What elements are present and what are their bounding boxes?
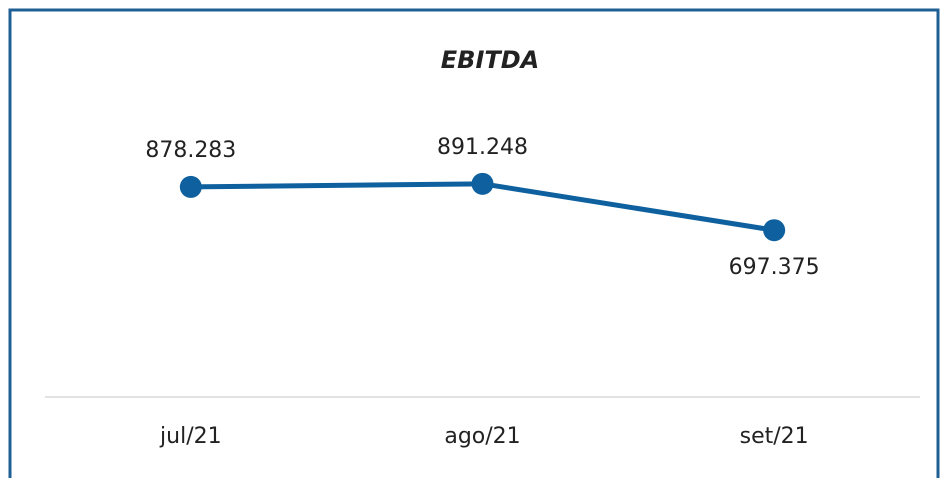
x-tick-label: ago/21 xyxy=(444,424,520,449)
chart-title: EBITDA xyxy=(441,46,539,74)
data-label: 891.248 xyxy=(437,135,528,160)
point xyxy=(471,172,494,195)
x-tick-label: set/21 xyxy=(740,424,809,449)
frame xyxy=(8,8,940,478)
x-tick-label: jul/21 xyxy=(159,424,222,449)
point xyxy=(179,175,202,198)
data-label: 697.375 xyxy=(729,255,820,280)
point xyxy=(763,219,786,242)
data-label: 878.283 xyxy=(145,138,236,163)
